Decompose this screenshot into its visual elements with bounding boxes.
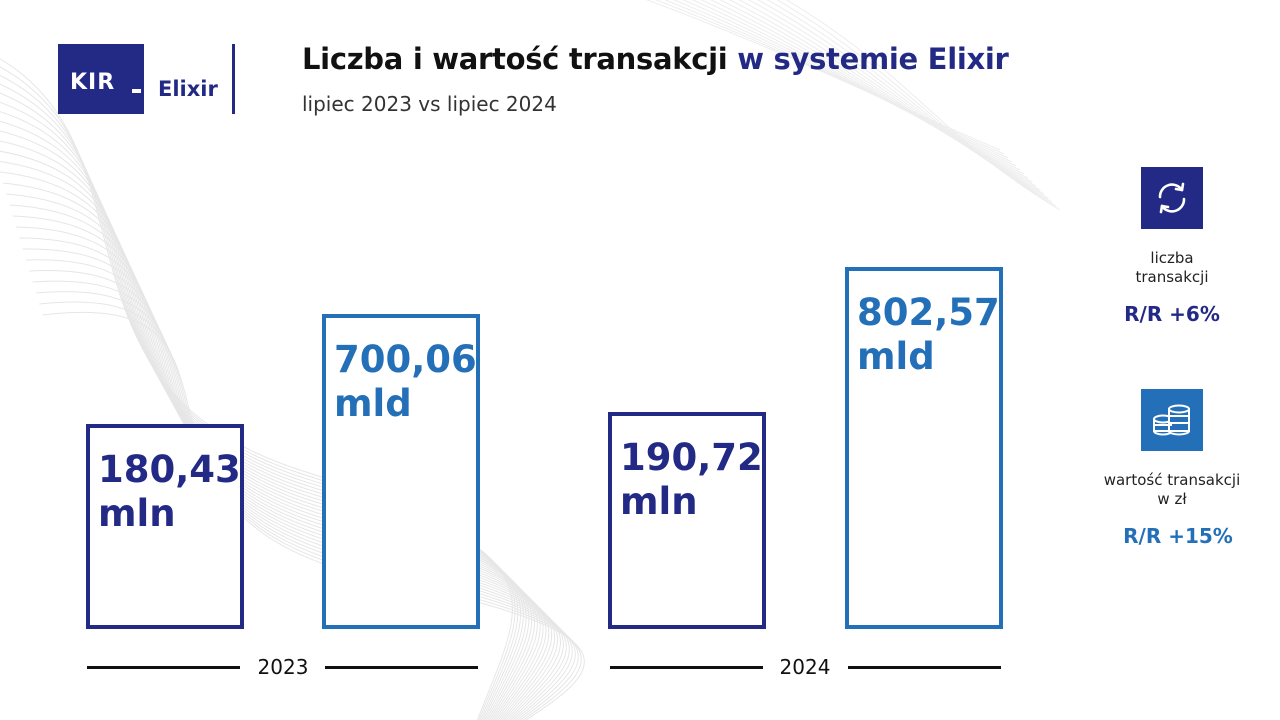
background-wave-line — [719, 0, 1033, 183]
bar-data-label: 802,57 mld — [857, 291, 1000, 380]
bar-count-2024: 190,72 mln — [608, 412, 766, 629]
kpi-count-change: R/R +6% — [1124, 302, 1220, 326]
background-wave-line — [710, 0, 1029, 179]
background-wave-line — [16, 226, 561, 720]
kir-logo-text: KIR — [70, 70, 116, 95]
bar-data-label: 180,43 mln — [98, 448, 241, 537]
background-wave-line — [32, 280, 576, 720]
background-wave-line — [738, 0, 1041, 191]
bar-data-label: 190,72 mln — [620, 436, 763, 525]
kpi-value-label-line1: wartość transakcji — [1103, 471, 1241, 489]
kpi-count-label-line1: liczba — [1150, 249, 1194, 267]
background-wave-line — [0, 161, 544, 720]
bar-value-number: 180,43 — [98, 448, 241, 491]
background-wave-line — [664, 0, 1009, 159]
background-wave-line — [728, 0, 1037, 187]
kpi-value-label: wartość transakcji w zł — [1092, 471, 1252, 509]
bar-data-label: 700,06 mld — [334, 338, 477, 427]
background-wave-line — [747, 0, 1045, 195]
brand-divider — [232, 44, 235, 114]
exchange-arrows-icon — [1141, 167, 1203, 229]
background-wave-line — [19, 237, 564, 720]
background-wave-line — [0, 120, 533, 720]
background-wave-line — [673, 0, 1013, 163]
bar-count-2023: 180,43 mln — [86, 424, 244, 629]
bar-value-2024: 802,57 mld — [845, 267, 1003, 629]
kpi-count-label: liczba transakcji — [1092, 249, 1252, 287]
bar-value-unit: mln — [620, 480, 698, 524]
kir-logo: KIR — [58, 44, 144, 114]
bar-value-number: 802,57 — [857, 291, 1000, 334]
background-wave-line — [0, 171, 547, 720]
bar-value-number: 700,06 — [334, 338, 477, 381]
bar-value-unit: mln — [98, 492, 176, 536]
axis-line-2023-left — [87, 666, 240, 669]
bar-value-2023: 700,06 mld — [322, 314, 480, 629]
background-wave-line — [25, 259, 570, 720]
background-wave-line — [9, 204, 556, 720]
background-wave-line — [0, 140, 538, 720]
background-wave-line — [6, 193, 553, 720]
background-wave-line — [785, 0, 1061, 211]
background-wave-line — [0, 130, 535, 720]
bar-value-unit: mld — [857, 335, 935, 379]
background-wave-line — [29, 270, 573, 720]
axis-line-2024-right — [848, 666, 1001, 669]
kpi-value-change: R/R +15% — [1123, 524, 1233, 548]
page-subtitle: lipiec 2023 vs lipiec 2024 — [302, 92, 557, 116]
kpi-count-label-line2: transakcji — [1135, 267, 1209, 286]
x-tick-label-2024: 2024 — [779, 655, 831, 679]
title-main: Liczba i wartość transakcji — [302, 42, 728, 76]
coin-stack-icon — [1141, 389, 1203, 451]
background-wave-line — [2, 182, 550, 720]
kir-logo-bar — [132, 89, 141, 93]
kpi-value-label-line2: w zł — [1157, 489, 1187, 508]
background-wave-line — [0, 150, 541, 720]
bar-value-number: 190,72 — [620, 436, 763, 479]
page-title: Liczba i wartość transakcji w systemie E… — [302, 42, 1009, 76]
axis-line-2023-right — [325, 666, 478, 669]
background-wave-line — [35, 291, 579, 720]
background-wave-line — [12, 215, 559, 720]
elixir-brand-name: Elixir — [158, 77, 218, 101]
background-wave-line — [22, 248, 567, 720]
bar-value-unit: mld — [334, 382, 412, 426]
title-accent: w systemie Elixir — [737, 42, 1009, 76]
axis-line-2024-left — [610, 666, 763, 669]
background-wave-line — [654, 0, 1005, 155]
x-tick-label-2023: 2023 — [257, 655, 309, 679]
